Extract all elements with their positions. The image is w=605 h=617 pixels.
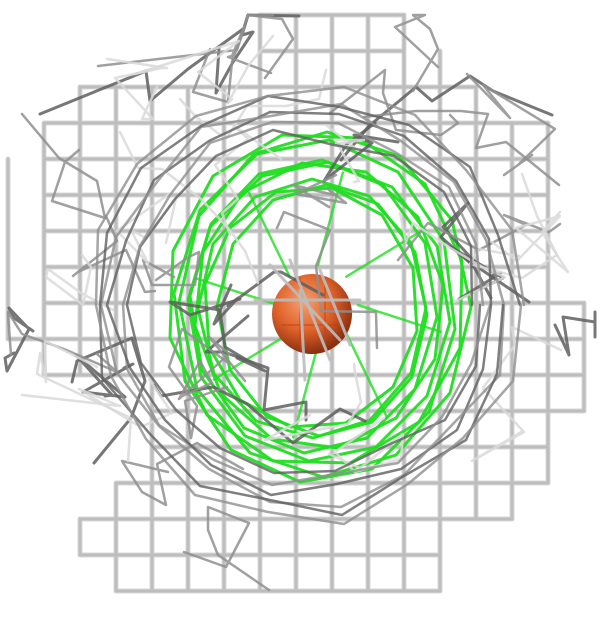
- mesh-overlay-strands: [3, 13, 597, 592]
- green-contour-mesh: [168, 130, 473, 484]
